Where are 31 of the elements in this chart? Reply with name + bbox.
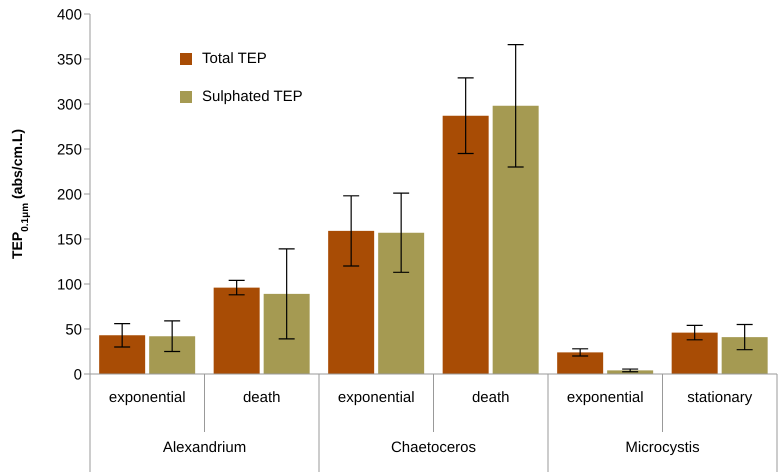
- bar: [378, 232, 424, 374]
- bar: [214, 288, 260, 374]
- bar: [672, 332, 718, 374]
- y-tick-label: 200: [56, 186, 82, 204]
- text: Alexandrium: [162, 439, 246, 456]
- bar: [99, 335, 146, 374]
- bar: [492, 106, 539, 374]
- bar: [149, 336, 196, 374]
- y-tick-label: 400: [56, 6, 82, 24]
- y-tick-label: 150: [56, 231, 82, 248]
- bar: [442, 116, 489, 374]
- x-tick-label: stationary: [687, 389, 753, 406]
- y-tick-label: 50: [65, 321, 82, 338]
- text: Microcystis: [625, 439, 700, 456]
- bar: [557, 352, 604, 374]
- legend-label: Sulphated TEP: [202, 87, 303, 107]
- y-tick-label: 250: [56, 141, 82, 158]
- x-tick-label: death: [242, 389, 281, 406]
- x-tick-label: exponential: [338, 389, 415, 406]
- y-tick-label: 100: [56, 276, 82, 294]
- bar: [328, 230, 374, 374]
- y-tick-label: 300: [56, 96, 82, 114]
- bar: [264, 294, 310, 374]
- x-tick-label: death: [472, 389, 510, 406]
- legend-label: Total TEP: [202, 49, 267, 69]
- bar: [722, 337, 768, 374]
- x-tick-label: exponential: [108, 389, 186, 406]
- text: Chaetoceros: [390, 439, 476, 456]
- x-tick-label: exponential: [566, 389, 644, 406]
- y-tick-label: 350: [56, 51, 82, 68]
- y-tick-label: 0: [74, 366, 82, 384]
